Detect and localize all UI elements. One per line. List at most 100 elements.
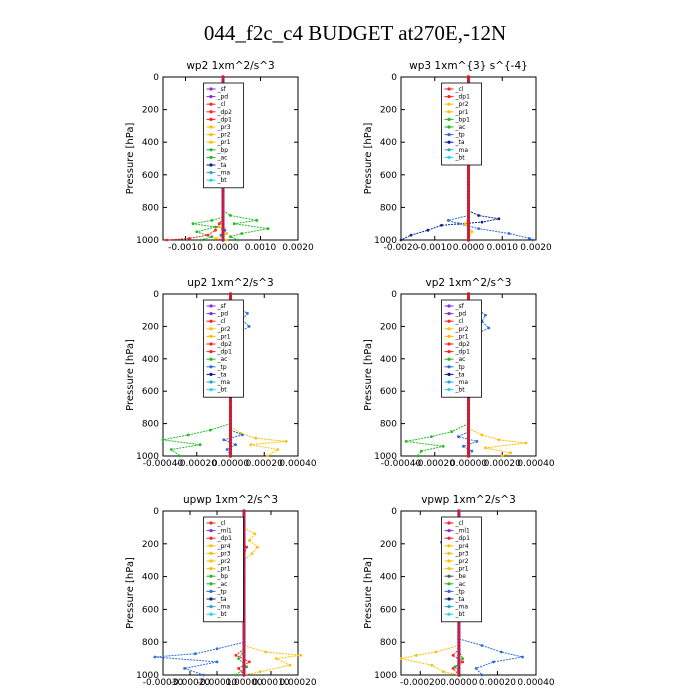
y-tick-label: 200 xyxy=(142,106,159,116)
x-tick-label: -0.00020 xyxy=(400,678,441,688)
zero-line-point xyxy=(466,228,471,232)
legend-marker xyxy=(209,327,213,331)
zero-line-point xyxy=(242,653,246,657)
zero-line-point xyxy=(457,673,461,677)
series-point-ac2 xyxy=(186,433,190,437)
zero-line-point xyxy=(466,169,471,174)
legend-marker xyxy=(447,372,451,376)
zero-line-point xyxy=(466,186,471,190)
legend-marker xyxy=(209,148,213,152)
legend-marker xyxy=(447,380,451,384)
zero-line-point xyxy=(228,428,233,432)
zero-line-point xyxy=(221,222,225,226)
y-tick-label: 1000 xyxy=(374,671,397,681)
zero-line-point xyxy=(466,235,471,239)
legend-marker xyxy=(209,178,213,182)
y-tick-label: 200 xyxy=(380,106,397,116)
series-point-ac xyxy=(255,219,259,222)
series-point-ac2 xyxy=(419,449,423,453)
series-point-tp2 xyxy=(457,435,460,438)
legend-marker xyxy=(447,148,451,152)
legend-label: _pr4 xyxy=(455,543,469,550)
series-point-ac xyxy=(229,214,232,217)
series-line-dp2 xyxy=(166,218,224,241)
series-point-ac xyxy=(229,235,232,239)
zero-line-point xyxy=(466,192,471,196)
zero-line-point xyxy=(228,405,233,409)
x-tick-label: -0.00040 xyxy=(143,459,184,469)
legend-marker xyxy=(209,388,213,392)
x-tick-label: -0.0010 xyxy=(417,243,452,253)
legend-marker xyxy=(209,163,213,167)
zero-line-point xyxy=(466,451,471,455)
zero-line-point xyxy=(466,212,471,216)
zero-line-point xyxy=(466,183,471,187)
series-line-ac2 xyxy=(162,423,231,457)
zero-line-point xyxy=(466,441,471,445)
series-point-tp2 xyxy=(480,673,484,677)
plot-frame xyxy=(162,76,299,241)
series-line-tp2 xyxy=(222,429,244,457)
legend-label: _pr2 xyxy=(217,558,231,565)
zero-line-point xyxy=(466,292,471,296)
zero-line-point xyxy=(221,196,225,200)
legend-marker xyxy=(447,334,451,338)
legend-marker xyxy=(209,133,213,137)
x-tick-label: 0.0010 xyxy=(487,243,519,253)
legend-label: _dp1 xyxy=(455,349,471,356)
x-tick-label: 0.0020 xyxy=(520,243,552,253)
zero-line-point xyxy=(466,431,471,435)
y-axis-label: Pressure [hPa] xyxy=(125,339,136,411)
panel-6: vpwp 1xm^2/s^3 Pressure [hPa] 0 200 400 600 80… xyxy=(363,494,555,688)
zero-line-point xyxy=(466,202,471,206)
y-tick-label: 800 xyxy=(142,638,159,648)
series-point-ac2 xyxy=(198,443,202,447)
series-line-pr3 xyxy=(243,645,301,676)
legend-marker xyxy=(209,559,213,563)
y-axis-label: Pressure [hPa] xyxy=(363,557,374,629)
legend-marker xyxy=(447,140,451,144)
x-tick-label: 0.00000 xyxy=(212,459,249,469)
x-tick-label: -0.0010 xyxy=(168,243,203,253)
legend-label: _cl xyxy=(217,101,226,108)
x-tick-label: 0.00040 xyxy=(517,678,554,688)
legend-label: _sf xyxy=(217,303,227,310)
panel-3: up2 1xm^2/s^3 Pressure [hPa] 0 200 400 600 800… xyxy=(125,277,317,469)
y-tick-label: 800 xyxy=(380,420,397,430)
y-tick-label: 200 xyxy=(142,322,159,332)
y-axis-label: Pressure [hPa] xyxy=(125,123,136,195)
series-point-pr2 xyxy=(463,222,467,226)
series-point-tp xyxy=(527,237,531,240)
series-point-tp xyxy=(477,227,480,231)
x-tick-label: 0.00000 xyxy=(450,459,487,469)
legend-label: _bt xyxy=(455,387,466,394)
series-point-pr2 xyxy=(500,454,504,458)
legend-marker xyxy=(447,574,451,578)
legend-label: _cl xyxy=(217,520,226,527)
series-point-pr2 xyxy=(284,440,288,443)
zero-line-point xyxy=(242,512,246,516)
series-point-tp xyxy=(247,325,251,328)
series-point-dp1b xyxy=(248,660,251,664)
zero-line-point xyxy=(242,673,246,677)
legend-marker xyxy=(209,521,213,525)
series-point-tp2 xyxy=(521,655,524,659)
legend-marker xyxy=(209,319,213,323)
legend-marker xyxy=(447,117,451,121)
plot-frame xyxy=(162,510,299,676)
y-tick-label: 200 xyxy=(142,540,159,550)
legend-label: _pr1 xyxy=(455,566,469,573)
series-point-pr2 xyxy=(484,446,487,450)
panel-title: wp3 1xm^{3} s^{-4} xyxy=(409,60,528,72)
legend-label: _pr2 xyxy=(455,326,469,333)
zero-line-point xyxy=(221,205,225,209)
y-axis-label: Pressure [hPa] xyxy=(363,339,374,411)
series-point-tp2 xyxy=(222,438,226,442)
legend-label: _cl xyxy=(455,318,464,325)
legend-label: _bt xyxy=(455,611,466,618)
legend-label: _pr2 xyxy=(455,558,469,565)
y-tick-label: 400 xyxy=(142,355,159,365)
legend-marker xyxy=(209,544,213,548)
y-axis-label: Pressure [hPa] xyxy=(125,557,136,629)
legend-marker xyxy=(447,597,451,601)
